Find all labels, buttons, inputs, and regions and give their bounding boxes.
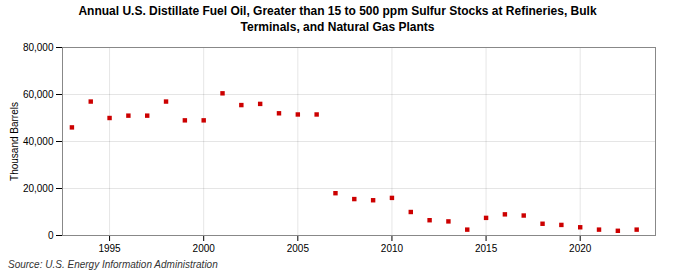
html-text:Source: U.S. Energy Informatio: Source: U.S. Energy Information Administ…	[8, 259, 218, 271]
svg-text:1995: 1995	[98, 243, 121, 254]
svg-text:80,000: 80,000	[23, 42, 54, 53]
html-text:Annual U.S. Distillate Fuel Oi: Annual U.S. Distillate Fuel Oil, Greater…	[78, 4, 597, 34]
svg-text:60,000: 60,000	[23, 89, 54, 100]
svg-text:2020: 2020	[569, 243, 592, 254]
svg-text:2010: 2010	[381, 243, 404, 254]
svg-text:20,000: 20,000	[23, 183, 54, 194]
svg-text:2015: 2015	[475, 243, 498, 254]
svg-text:40,000: 40,000	[23, 136, 54, 147]
svg-text:0: 0	[48, 230, 54, 241]
svg-text:Thousand Barrels: Thousand Barrels	[9, 102, 20, 181]
svg-text:2005: 2005	[287, 243, 310, 254]
svg-text:2000: 2000	[193, 243, 216, 254]
